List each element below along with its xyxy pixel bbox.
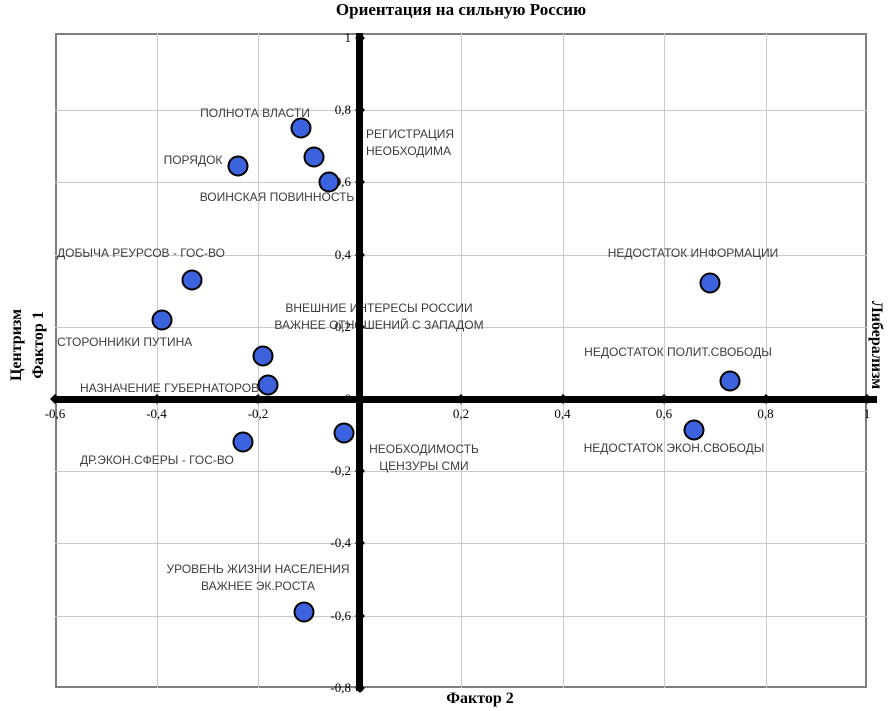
point-poryadok [227, 155, 249, 177]
y-tick-label: -0,6 [330, 607, 351, 623]
y-tick-label: 0,4 [334, 246, 351, 262]
label-dobycha-resursov-gos-vo: ДОБЫЧА РЕУРСОВ - ГОС-ВО [57, 246, 225, 260]
point-nedostatok-polit-svobody [719, 370, 741, 392]
label-uroven-zhizni-naseleniya: УРОВЕНЬ ЖИЗНИ НАСЕЛЕНИЯ ВАЖНЕЕ ЭК.РОСТА [166, 562, 350, 593]
point-naznachenie-gubernatorov [257, 374, 279, 396]
point-registratsiya-neobkhodima [303, 146, 325, 168]
label-nedostatok-informatsii: НЕДОСТАТОК ИНФОРМАЦИИ [607, 246, 779, 260]
x-tick-label: 0,6 [655, 406, 673, 421]
chart-title: Ориентация на сильную Россию [335, 0, 587, 19]
label-registratsiya-neobkhodima: РЕГИСТРАЦИЯ НЕОБХОДИМА [366, 127, 455, 158]
gridline-vertical [156, 33, 158, 688]
gridline-horizontal [55, 543, 867, 545]
gridline-vertical [664, 33, 665, 688]
x-tick-label: 1 [863, 406, 871, 421]
gridline-vertical [562, 33, 564, 688]
point-voinskaya-povinnost [318, 171, 340, 193]
gridline-horizontal [55, 471, 867, 473]
x-tick-label: -0,6 [44, 406, 66, 421]
gridline-horizontal [55, 110, 867, 112]
y-tick-label: 1 [344, 30, 352, 45]
label-nedostatok-ekon-svobody: НЕДОСТАТОК ЭКОН.СВОБОДЫ [583, 441, 765, 455]
label-poryadok: ПОРЯДОК [163, 153, 223, 167]
label-neobkhodimost-tsenzury-smi: НЕОБХОДИМОСТЬ ЦЕНЗУРЫ СМИ [369, 442, 479, 473]
label-voinskaya-povinnost: ВОИНСКАЯ ПОВИННОСТЬ [199, 190, 355, 204]
x-tick-label: -0,2 [247, 406, 269, 421]
label-dr-ekon-sfery-gos-vo: ДР.ЭКОН.СФЕРЫ - ГОС-ВО [80, 453, 234, 467]
x-tick-label: 0,8 [757, 406, 774, 421]
point-dr-ekon-sfery-gos-vo [232, 431, 254, 453]
y-tick-label: 0,8 [334, 102, 351, 118]
gridline-vertical [765, 33, 767, 688]
point-uroven-zhizni-naseleniya [293, 601, 315, 623]
point-polnota-vlasti [290, 117, 312, 139]
gridline-horizontal [55, 254, 867, 256]
gridline-horizontal [55, 615, 867, 617]
y-tick-label: -0,4 [330, 535, 351, 551]
gridline-horizontal [55, 182, 867, 184]
gridline-vertical [461, 33, 462, 688]
label-polnota-vlasti: ПОЛНОТА ВЛАСТИ [200, 106, 310, 120]
x-tick-label: 0,4 [554, 406, 571, 421]
x-tick-label: -0,4 [146, 406, 167, 421]
y-tick-label: -0,2 [330, 463, 351, 479]
label-naznachenie-gubernatorov: НАЗНАЧЕНИЕ ГУБЕРНАТОРОВ [80, 381, 260, 395]
label-nedostatok-polit-svobody: НЕДОСТАТОК ПОЛИТ.СВОБОДЫ [584, 345, 772, 359]
point-vneshnie-interesy-rossii [252, 345, 274, 367]
y-axis [356, 33, 363, 691]
gridline-horizontal [55, 326, 867, 328]
point-neobkhodimost-tsenzury-smi [333, 422, 355, 444]
label-storonniki-putina: СТОРОННИКИ ПУТИНА [57, 335, 193, 349]
label-vneshnie-interesy-rossii: ВНЕШНИЕ ИНТЕРЕСЫ РОССИИ ВАЖНЕЕ ОТНОШЕНИЙ… [274, 301, 484, 332]
x-axis-label-factor2: Фактор 2 [446, 690, 514, 707]
x-tick-label: 0,2 [452, 406, 470, 421]
y-tick-label: 0,2 [334, 318, 351, 334]
y-tick-label: -0,8 [330, 679, 351, 695]
point-nedostatok-ekon-svobody [683, 419, 705, 441]
point-nedostatok-informatsii [699, 272, 721, 294]
point-storonniki-putina [151, 309, 173, 331]
point-dobycha-resursov-gos-vo [181, 269, 203, 291]
